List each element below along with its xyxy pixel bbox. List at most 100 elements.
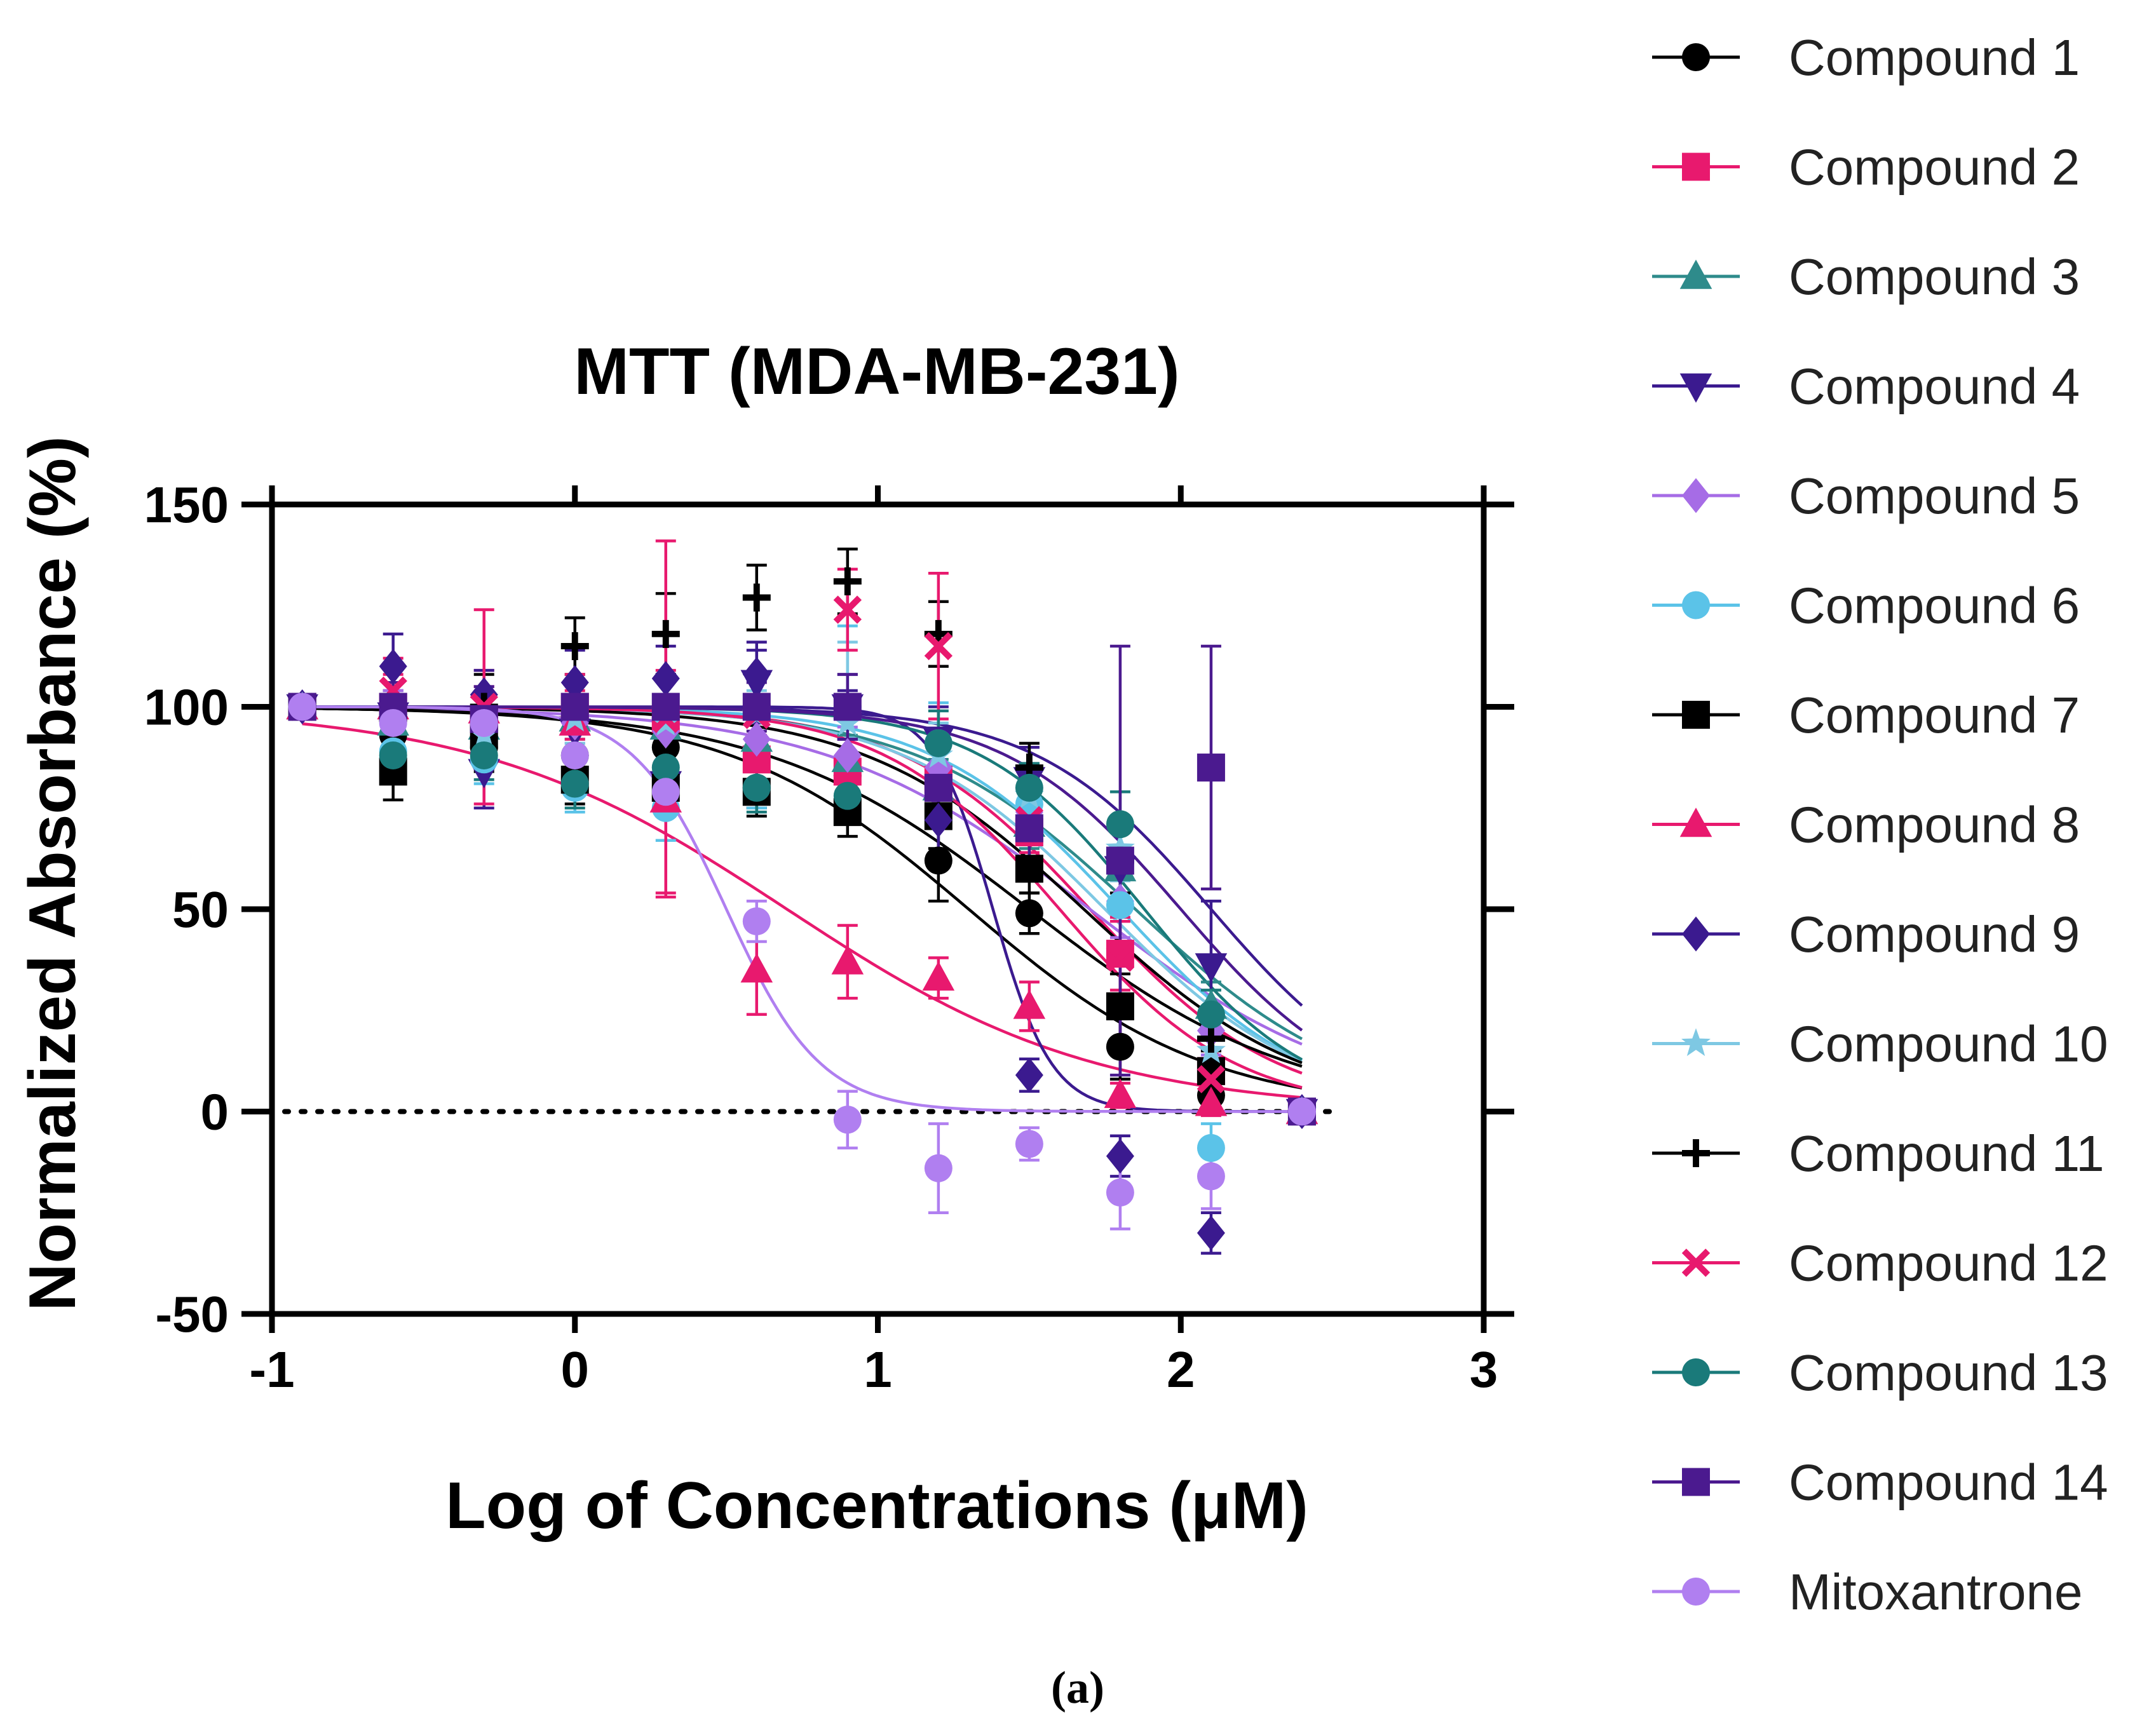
- plot-area: -1 0 1 2 3 150 100 50 0 -50: [144, 477, 1514, 1398]
- legend-item-compound-13: Compound 13: [1652, 1344, 2108, 1401]
- x-tick-label: 0: [561, 1341, 590, 1398]
- chart-title: MTT (MDA-MB-231): [574, 335, 1179, 409]
- data-point-mitoxantrone: [1015, 1130, 1043, 1158]
- legend-label: Compound 7: [1789, 687, 2080, 743]
- legend-marker: [1681, 1248, 1711, 1277]
- data-point-compound-11: [651, 619, 680, 648]
- legend-label: Compound 3: [1789, 248, 2080, 305]
- axes: -1 0 1 2 3 150 100 50 0 -50: [144, 477, 1514, 1398]
- legend-label: Compound 10: [1789, 1016, 2108, 1072]
- data-point-mitoxantrone: [924, 1154, 953, 1182]
- data-point-compound-14: [1106, 846, 1134, 875]
- data-point-compound-14: [833, 693, 862, 721]
- data-point-compound-1: [1015, 899, 1043, 928]
- data-point-mitoxantrone: [651, 778, 680, 806]
- data-point-compound-9: [1197, 1215, 1225, 1251]
- legend-item-compound-5: Compound 5: [1652, 468, 2080, 524]
- data-point-compound-8: [1104, 1078, 1137, 1108]
- data-point-compound-13: [1197, 1000, 1225, 1029]
- y-tick-label: 100: [144, 679, 229, 736]
- data-point-compound-14: [651, 693, 680, 721]
- y-axis-label: Normalized Absorbance (%): [16, 436, 90, 1311]
- legend-marker: [1681, 1028, 1711, 1057]
- legend-item-compound-4: Compound 4: [1652, 358, 2080, 415]
- data-point-mitoxantrone: [560, 741, 589, 769]
- data-point-compound-8: [831, 945, 864, 975]
- y-tick-label: -50: [155, 1286, 229, 1343]
- fit-curve-compound-5: [302, 706, 1303, 1046]
- data-point-compound-6: [1197, 1133, 1225, 1162]
- data-point-compound-12: [924, 632, 953, 661]
- data-point-compound-9: [560, 665, 589, 700]
- legend-marker: [1682, 1468, 1710, 1496]
- data-point-compound-13: [379, 741, 407, 769]
- legend-marker: [1679, 373, 1712, 403]
- data-point-compound-13: [1015, 773, 1043, 802]
- data-point-compound-8: [1195, 1086, 1228, 1116]
- data-point-compound-7: [1015, 855, 1043, 883]
- legend-label: Compound 14: [1789, 1454, 2108, 1511]
- x-tick-label: 3: [1470, 1341, 1498, 1398]
- legend-label: Compound 4: [1789, 358, 2080, 415]
- fit-curve-compound-8: [302, 722, 1303, 1099]
- legend-marker: [1682, 478, 1710, 513]
- legend-marker: [1682, 916, 1710, 952]
- x-stroke-b: [1197, 1065, 1226, 1093]
- error-bars: [383, 539, 1221, 1255]
- x-stroke-b: [1106, 944, 1135, 972]
- data-point-compound-14: [560, 693, 589, 721]
- plot-frame: [269, 501, 1487, 1317]
- legend-marker: [1682, 1358, 1710, 1386]
- legend-label: Compound 12: [1789, 1235, 2108, 1292]
- data-point-compound-9: [1106, 1139, 1134, 1174]
- fit-curve-compound-4: [302, 705, 1303, 1007]
- legend-marker: [1682, 1139, 1710, 1167]
- legend-label: Mitoxantrone: [1789, 1564, 2082, 1620]
- data-point-mitoxantrone: [1106, 1178, 1134, 1207]
- data-point-compound-13: [651, 754, 680, 782]
- data-point-compound-7: [1106, 992, 1134, 1020]
- fit-curve-compound-3: [302, 705, 1303, 1041]
- data-point-compound-9: [379, 649, 407, 684]
- legend-item-compound-2: Compound 2: [1652, 139, 2080, 196]
- legend-item-compound-9: Compound 9: [1652, 906, 2080, 963]
- data-point-mitoxantrone: [833, 1106, 862, 1134]
- legend-label: Compound 2: [1789, 139, 2080, 196]
- data-point-compound-14: [924, 773, 953, 802]
- fit-curve-compound-12: [302, 705, 1303, 1089]
- x-tick-label: 1: [864, 1341, 892, 1398]
- x-tick-label: 2: [1167, 1341, 1195, 1398]
- data-point-compound-12: [833, 595, 862, 624]
- legend-item-compound-14: Compound 14: [1652, 1454, 2108, 1511]
- data-point-compound-9: [924, 802, 953, 838]
- figure-caption: (a): [1051, 1662, 1104, 1713]
- data-point-compound-13: [924, 729, 953, 757]
- data-point-compound-11: [1197, 1024, 1225, 1053]
- data-point-compound-5: [742, 721, 771, 757]
- legend-marker: [1682, 701, 1710, 729]
- legend-marker: [1682, 43, 1710, 71]
- legend-label: Compound 11: [1789, 1125, 2105, 1182]
- x-tick-label: -1: [249, 1341, 294, 1398]
- fit-curve-compound-14: [302, 705, 1303, 1032]
- legend-label: Compound 6: [1789, 578, 2080, 634]
- data-point-compound-8: [1013, 989, 1046, 1019]
- legend-label: Compound 5: [1789, 468, 2080, 524]
- data-point-compound-12: [1106, 944, 1135, 972]
- x-axis-label: Log of Concentrations (μM): [445, 1469, 1308, 1543]
- legend-item-compound-1: Compound 1: [1652, 29, 2080, 86]
- data-point-compound-1: [924, 846, 953, 875]
- data-point-compound-14: [742, 693, 771, 721]
- legend-label: Compound 8: [1789, 797, 2080, 853]
- data-point-compound-13: [560, 769, 589, 798]
- data-point-compound-13: [470, 741, 498, 769]
- legend-item-compound-7: Compound 7: [1652, 687, 2080, 743]
- data-point-compound-13: [1106, 810, 1134, 839]
- legend-item-mitoxantrone: Mitoxantrone: [1652, 1564, 2082, 1620]
- legend-item-compound-11: Compound 11: [1652, 1125, 2105, 1182]
- data-point-mitoxantrone: [288, 693, 316, 721]
- data-point-compound-13: [742, 773, 771, 802]
- data-point-compound-8: [740, 953, 773, 983]
- legend-item-compound-3: Compound 3: [1652, 248, 2080, 305]
- fit-curve-compound-1: [302, 707, 1303, 1090]
